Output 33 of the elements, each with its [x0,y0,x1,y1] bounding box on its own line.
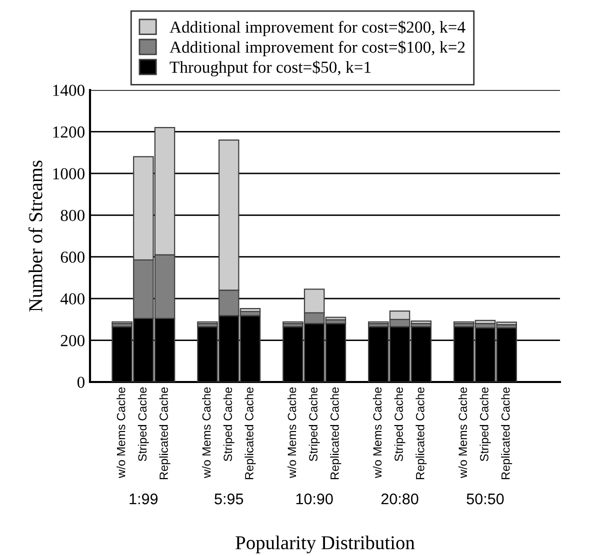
x-tick-label: Striped Cache [394,387,406,462]
x-tick-label: w/o Mems Cache [116,387,126,478]
y-tick-label: 800 [60,210,85,222]
y-tick-label: 1400 [53,84,85,96]
y-tick-label: 0 [77,376,85,388]
x-tick-label: Striped Cache [480,387,491,462]
y-tick-label: 200 [60,334,85,346]
x-tick-label: Replicated Cache [244,387,256,480]
x-tick-label: w/o Mems Cache [372,387,382,478]
x-tick-label: Striped Cache [138,387,149,462]
text: 10:90 [296,494,333,504]
legend-label: Throughput for cost=$50, k=1 [170,60,371,76]
text: 1:99 [130,494,158,504]
x-tick-label: Striped Cache [223,387,234,462]
y-tick-label: 1000 [53,168,85,180]
legend-label: Additional improvement for cost=$200, k=4 [170,20,466,36]
x-tick-label: Striped Cache [308,387,320,462]
text: 20:80 [381,494,418,504]
text: 5:95 [214,494,244,504]
x-tick-label: w/o Mems Cache [458,387,468,478]
x-tick-label: Replicated Cache [159,387,170,480]
text: 50:50 [466,494,504,504]
x-tick-label: Replicated Cache [501,387,512,480]
x-tick-label: w/o Mems Cache [202,387,211,478]
x-tick-label: w/o Mems Cache [287,387,296,478]
x-axis-title: Popularity Distribution [236,536,415,554]
x-tick-label: Replicated Cache [416,387,427,480]
y-tick-label: 400 [60,293,85,305]
y-tick-label: 1200 [53,126,85,138]
legend-label: Additional improvement for cost=$100, k=2 [170,40,465,56]
x-tick-label: Replicated Cache [330,387,342,480]
y-axis-title: Number of Streams [28,160,42,312]
y-tick-label: 600 [60,252,85,263]
